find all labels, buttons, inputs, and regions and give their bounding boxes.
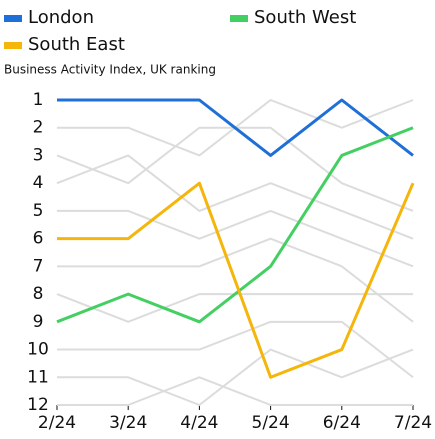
- legend-label: London: [28, 7, 94, 28]
- legend-label: South East: [28, 34, 125, 55]
- y-tick-label: 11: [27, 367, 49, 387]
- x-tick-label: 5/24: [252, 413, 290, 433]
- series-line: [56, 126, 414, 212]
- x-tick-label: 3/24: [109, 413, 147, 433]
- y-tick-label: 8: [33, 284, 44, 304]
- series-line: [57, 348, 414, 406]
- x-tick-label: 2/24: [38, 413, 76, 433]
- y-tick-label: 6: [33, 229, 44, 249]
- series-line: [57, 209, 414, 268]
- series-line: [57, 181, 415, 379]
- series-line: [57, 320, 414, 379]
- x-tick-label: 6/24: [323, 413, 361, 433]
- y-tick-label: 4: [33, 173, 44, 193]
- y-tick-label: 12: [27, 395, 49, 415]
- y-tick-label: 5: [33, 201, 44, 221]
- series-line: [56, 154, 414, 240]
- legend-label: South West: [254, 7, 356, 28]
- series-line: [57, 376, 413, 406]
- x-tick-label: 4/24: [180, 413, 218, 433]
- y-tick-label: 3: [33, 145, 44, 165]
- y-tick-label: 9: [33, 312, 44, 332]
- legend-swatch: [230, 15, 248, 22]
- y-tick-label: 7: [33, 256, 44, 276]
- chart-subtitle: Business Activity Index, UK ranking: [4, 63, 216, 77]
- y-tick-label: 1: [33, 90, 44, 110]
- legend-swatch: [4, 42, 22, 49]
- series-line: [57, 98, 414, 157]
- y-tick-label: 2: [33, 118, 44, 138]
- series-line: [57, 237, 414, 323]
- y-tick-label: 10: [27, 340, 49, 360]
- x-tick-label: 7/24: [394, 413, 432, 433]
- legend-swatch: [4, 15, 22, 22]
- series-line: [56, 126, 414, 324]
